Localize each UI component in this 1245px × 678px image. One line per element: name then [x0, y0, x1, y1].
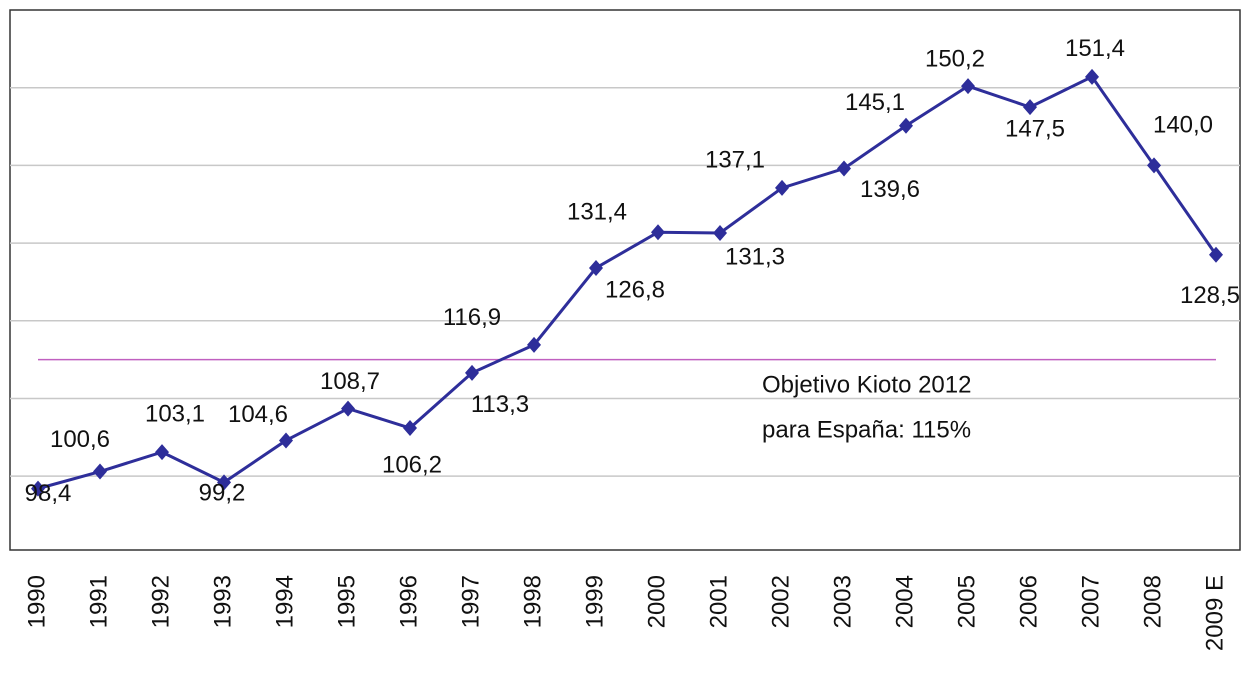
series-line: [37, 74, 1218, 491]
x-tick-label: 1996: [395, 575, 422, 628]
x-tick-label: 1991: [85, 575, 112, 628]
x-tick-label: 1990: [23, 575, 50, 628]
data-label: 106,2: [382, 451, 442, 478]
x-tick-label: 1998: [519, 575, 546, 628]
annotation: Objetivo Kioto 2012: [762, 371, 971, 398]
marker: [403, 420, 417, 437]
marker: [775, 179, 789, 196]
marker: [341, 400, 355, 417]
marker: [279, 432, 293, 449]
x-tick-label: 1993: [209, 575, 236, 628]
x-tick-label: 2002: [767, 575, 794, 628]
data-label: 108,7: [320, 368, 380, 395]
x-tick-label: 1992: [147, 575, 174, 628]
data-label: 131,4: [567, 199, 627, 226]
x-tick-label: 1997: [457, 575, 484, 628]
x-tick-label: 2004: [891, 575, 918, 628]
marker: [217, 474, 231, 491]
x-tick-label: 2000: [643, 575, 670, 628]
data-label: 116,9: [443, 304, 501, 331]
marker: [93, 463, 107, 480]
marker: [899, 117, 913, 134]
data-label: 103,1: [145, 400, 205, 427]
data-label: 139,6: [860, 176, 920, 203]
marker: [527, 336, 541, 353]
data-label: 126,8: [605, 276, 665, 303]
marker: [1023, 99, 1037, 116]
marker: [155, 444, 169, 461]
marker: [837, 160, 851, 177]
marker: [1209, 246, 1223, 263]
annotation: para España: 115%: [762, 416, 971, 443]
data-label: 128,5: [1180, 282, 1240, 309]
data-label: 147,5: [1005, 115, 1065, 142]
x-tick-label: 2006: [1015, 575, 1042, 628]
data-label: 99,2: [199, 480, 246, 507]
data-label: 100,6: [50, 426, 110, 453]
x-tick-label: 2001: [705, 575, 732, 628]
plot-frame: [9, 9, 1241, 551]
x-tick-label: 1994: [271, 575, 298, 628]
marker: [589, 259, 603, 276]
data-label: 150,2: [925, 45, 985, 72]
marker: [465, 364, 479, 381]
data-label: 98,4: [25, 480, 72, 507]
data-label: 145,1: [845, 89, 905, 116]
data-label: 137,1: [705, 146, 765, 173]
x-tick-label: 2008: [1139, 575, 1166, 628]
data-label: 104,6: [228, 401, 288, 428]
x-tick-label: 2009 E: [1201, 575, 1228, 651]
x-tick-label: 2003: [829, 575, 856, 628]
x-tick-label: 1999: [581, 575, 608, 628]
data-label: 140,0: [1153, 112, 1213, 139]
marker: [31, 480, 45, 497]
marker: [961, 78, 975, 95]
x-tick-label: 1995: [333, 575, 360, 628]
data-label: 131,3: [725, 243, 785, 270]
marker: [1085, 68, 1099, 85]
data-label: 151,4: [1065, 35, 1125, 62]
data-label: 113,3: [471, 391, 529, 418]
x-tick-label: 2007: [1077, 575, 1104, 628]
marker: [713, 224, 727, 241]
marker: [651, 224, 665, 241]
marker: [1147, 157, 1161, 174]
x-tick-label: 2005: [953, 575, 980, 628]
